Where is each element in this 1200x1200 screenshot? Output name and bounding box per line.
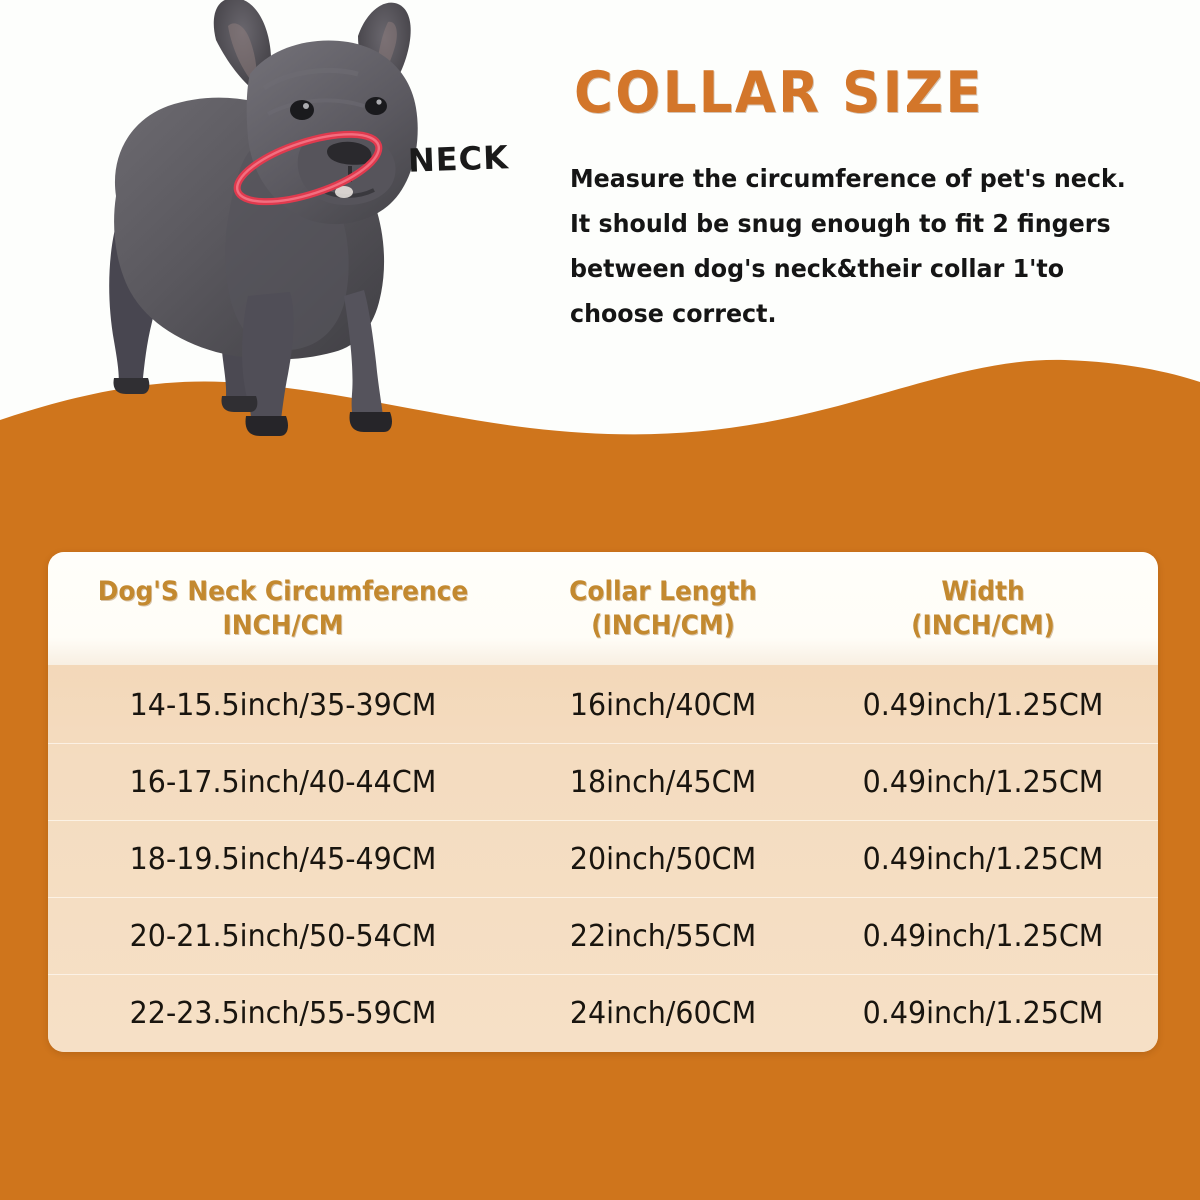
dog-nose xyxy=(327,141,372,165)
dog-front-leg-near xyxy=(242,292,294,428)
instructions-text: Measure the circumference of pet's neck.… xyxy=(570,156,1150,336)
cell-neck: 16-17.5inch/40-44CM xyxy=(129,764,437,800)
table-body: 14-15.5inch/35-39CM 16inch/40CM 0.49inch… xyxy=(48,665,1158,1052)
cell-length: 20inch/50CM xyxy=(569,841,757,877)
cell-length: 16inch/40CM xyxy=(569,687,757,723)
cell-width: 0.49inch/1.25CM xyxy=(862,995,1104,1031)
dog-illustration xyxy=(58,0,488,436)
dog-ear-inner-left xyxy=(228,23,257,86)
dog-paw-3 xyxy=(113,378,150,394)
dog-chin xyxy=(335,186,353,198)
table-row: 18-19.5inch/45-49CM 20inch/50CM 0.49inch… xyxy=(48,821,1158,898)
size-chart-table: Dog'S Neck Circumference INCH/CM Collar … xyxy=(48,552,1158,1052)
column-header-neck-line1: Dog'S Neck Circumference xyxy=(97,575,469,607)
dog-paw-2 xyxy=(349,412,392,432)
cell-length: 22inch/55CM xyxy=(569,918,757,954)
instructions-line-3: between dog's neck&their collar 1'to xyxy=(570,254,1065,283)
column-header-width: Width (INCH/CM) xyxy=(822,575,1144,643)
dog-front-leg-near-right xyxy=(344,290,384,424)
column-header-neck-line2: INCH/CM xyxy=(222,609,344,641)
cell-length: 24inch/60CM xyxy=(569,995,757,1031)
table-row: 14-15.5inch/35-39CM 16inch/40CM 0.49inch… xyxy=(48,667,1158,744)
dog-eye-left xyxy=(290,100,314,120)
dog-eye-highlight-left xyxy=(303,103,309,109)
column-header-width-line1: Width xyxy=(941,575,1025,607)
cell-neck: 18-19.5inch/45-49CM xyxy=(129,841,437,877)
cell-width: 0.49inch/1.25CM xyxy=(862,918,1104,954)
neck-label: NECK xyxy=(407,138,510,180)
instructions-line-4: choose correct. xyxy=(570,299,777,328)
column-header-width-line2: (INCH/CM) xyxy=(911,609,1055,641)
cell-width: 0.49inch/1.25CM xyxy=(862,687,1104,723)
dog-eye-highlight-right xyxy=(376,99,382,105)
table-header-row: Dog'S Neck Circumference INCH/CM Collar … xyxy=(48,552,1158,665)
dog-muzzle xyxy=(297,131,396,206)
red-measuring-loop-highlight xyxy=(235,133,381,203)
page-title: COLLAR SIZE xyxy=(574,60,984,126)
column-header-length-line2: (INCH/CM) xyxy=(591,609,735,641)
header-text-block: COLLAR SIZE Measure the circumference of… xyxy=(570,62,1180,336)
instructions-line-1: Measure the circumference of pet's neck. xyxy=(570,164,1126,193)
dog-eye-right xyxy=(365,97,387,115)
column-header-collar-length: Collar Length (INCH/CM) xyxy=(530,575,797,643)
dog-paw-1 xyxy=(245,416,288,436)
dog-wrinkle-1 xyxy=(262,67,359,91)
cell-length: 18inch/45CM xyxy=(569,764,757,800)
cell-width: 0.49inch/1.25CM xyxy=(862,841,1104,877)
dog-paw-4 xyxy=(221,396,258,412)
instructions-line-2: It should be snug enough to fit 2 finger… xyxy=(570,209,1111,238)
table-row: 22-23.5inch/55-59CM 24inch/60CM 0.49inch… xyxy=(48,975,1158,1051)
column-header-length-line1: Collar Length xyxy=(569,575,757,607)
cell-neck: 14-15.5inch/35-39CM xyxy=(129,687,437,723)
table-row: 20-21.5inch/50-54CM 22inch/55CM 0.49inch… xyxy=(48,898,1158,975)
cell-neck: 20-21.5inch/50-54CM xyxy=(129,918,437,954)
table-row: 16-17.5inch/40-44CM 18inch/45CM 0.49inch… xyxy=(48,744,1158,821)
cell-width: 0.49inch/1.25CM xyxy=(862,764,1104,800)
cell-neck: 22-23.5inch/55-59CM xyxy=(129,995,437,1031)
dog-wrinkle-2 xyxy=(267,98,365,116)
column-header-neck-circumference: Dog'S Neck Circumference INCH/CM xyxy=(67,575,499,643)
